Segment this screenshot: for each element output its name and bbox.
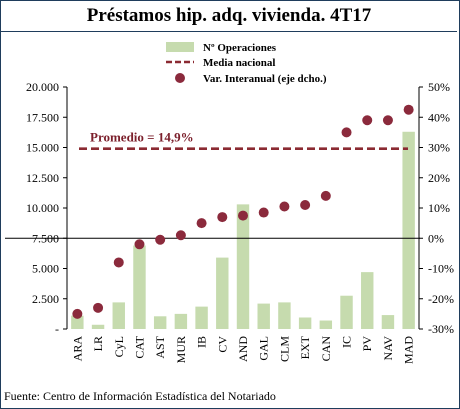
left-axis: - 2.500 5.000 7.500 10.000 12.500 15.000 17.500… xyxy=(26,80,68,336)
right-tick-label: 40% xyxy=(428,110,450,124)
bar-cat xyxy=(133,245,146,329)
x-tick-label-ara: ARA xyxy=(70,336,84,362)
bars-group xyxy=(71,131,415,329)
dot-cyl xyxy=(113,257,124,268)
dot-lr xyxy=(93,302,104,313)
legend-bar-swatch xyxy=(166,42,194,52)
left-tick-label: 20.000 xyxy=(26,80,59,94)
bar-nav xyxy=(381,315,395,329)
dot-cv xyxy=(217,212,228,223)
right-tick-label: 20% xyxy=(428,171,450,185)
dot-gal xyxy=(258,207,269,218)
dot-mur xyxy=(175,230,186,241)
x-tick-label-lr: LR xyxy=(91,336,105,351)
x-tick-label-cyl: CyL xyxy=(112,336,126,357)
right-axis: -30% -20% -10% 0% 10% 20% 30% 40% 50% xyxy=(418,80,454,336)
yoy-dots-group xyxy=(72,104,414,319)
bar-ib xyxy=(195,306,208,329)
x-tick-label-ib: IB xyxy=(195,336,209,348)
bar-mad xyxy=(402,131,415,329)
bar-lr xyxy=(91,324,105,329)
left-tick-label: 2.500 xyxy=(32,292,59,306)
left-tick-label: 12.500 xyxy=(26,171,59,185)
x-tick-label-ic: IC xyxy=(340,336,354,348)
dot-cat xyxy=(134,239,145,250)
legend-bar-label: Nº Operaciones xyxy=(203,42,277,54)
right-tick-label: -30% xyxy=(428,322,454,336)
right-tick-label: 30% xyxy=(428,141,450,155)
bar-clm xyxy=(278,302,291,329)
x-axis: ARA LR CyL CAT AST MUR IB CV AND GAL CLM EXT CAN IC PV… xyxy=(70,335,415,364)
right-tick-label: 50% xyxy=(428,80,450,94)
dot-can xyxy=(320,190,331,201)
bar-ext xyxy=(298,317,312,329)
right-tick-label: -10% xyxy=(428,262,454,276)
x-tick-label-ext: EXT xyxy=(298,335,312,359)
left-tick-label: - xyxy=(55,322,59,336)
bar-ic xyxy=(340,295,353,329)
legend-dot-label: Var. Interanual (eje dcho.) xyxy=(203,73,327,85)
x-tick-label-and: AND xyxy=(236,336,250,362)
x-tick-label-clm: CLM xyxy=(277,336,291,362)
right-tick-label: 10% xyxy=(428,201,450,215)
x-tick-label-nav: NAV xyxy=(381,336,395,361)
dot-ext xyxy=(300,199,311,210)
bar-ara xyxy=(71,315,84,329)
dot-ib xyxy=(196,218,207,229)
left-tick-label: 15.000 xyxy=(26,141,59,155)
right-tick-label: -20% xyxy=(428,292,454,306)
dot-clm xyxy=(279,201,290,212)
legend-line-label: Media nacional xyxy=(203,57,275,69)
bar-gal xyxy=(257,303,270,329)
dot-nav xyxy=(382,115,393,126)
dot-and xyxy=(238,210,248,221)
right-tick-label: 0% xyxy=(428,231,444,245)
source-note: Fuente: Centro de Información Estadístic… xyxy=(4,389,276,403)
bar-pv xyxy=(361,272,374,329)
x-tick-label-gal: GAL xyxy=(257,336,271,361)
left-tick-label: 10.000 xyxy=(26,201,59,215)
legend-dot-swatch xyxy=(175,73,185,83)
dot-ic xyxy=(341,127,352,138)
bar-mur xyxy=(174,313,188,329)
dot-mad xyxy=(403,104,414,115)
bar-cv xyxy=(216,257,229,329)
chart-title: Préstamos hip. adq. vivienda. 4T17 xyxy=(1,1,457,32)
bar-cyl xyxy=(112,302,125,329)
x-tick-label-ast: AST xyxy=(153,335,167,358)
bar-ast xyxy=(153,316,167,329)
dot-pv xyxy=(362,115,373,126)
dot-ara xyxy=(72,308,83,319)
left-tick-label: 7.500 xyxy=(32,231,59,245)
legend: Nº Operaciones Media nacional Var. Inter… xyxy=(166,42,327,85)
average-annotation: Promedio = 14,9% xyxy=(90,130,194,145)
bar-can xyxy=(319,320,333,329)
bar-and xyxy=(236,204,250,329)
x-tick-label-mur: MUR xyxy=(174,336,188,363)
x-tick-label-cv: CV xyxy=(215,336,229,353)
left-tick-label: 5.000 xyxy=(32,262,59,276)
left-tick-label: 17.500 xyxy=(26,110,59,124)
x-tick-label-mad: MAD xyxy=(402,336,416,364)
x-tick-label-can: CAN xyxy=(319,336,333,362)
x-tick-label-pv: PV xyxy=(360,336,374,352)
x-tick-label-cat: CAT xyxy=(132,335,146,358)
dot-ast xyxy=(155,234,166,245)
